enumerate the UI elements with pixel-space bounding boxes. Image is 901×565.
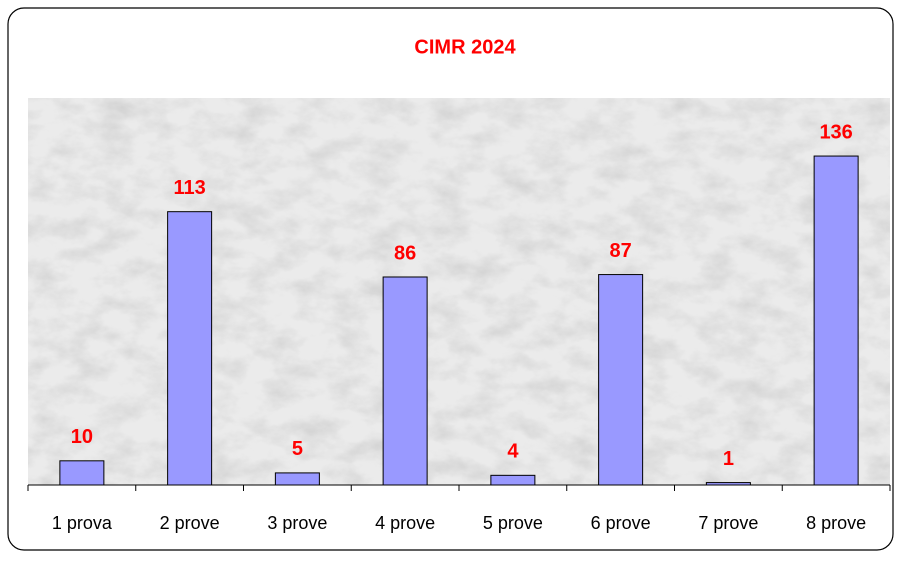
chart-title: CIMR 2024 <box>414 36 516 58</box>
bar <box>490 474 536 486</box>
x-tick-label: 3 prove <box>267 513 327 533</box>
value-label: 5 <box>292 438 303 460</box>
plot-texture <box>28 98 890 485</box>
x-tick-label: 7 prove <box>698 513 758 533</box>
x-tick-label: 6 prove <box>591 513 651 533</box>
value-label: 87 <box>610 240 632 262</box>
bar <box>274 472 320 486</box>
bar <box>705 482 751 486</box>
x-tick-label: 1 prova <box>52 513 113 533</box>
value-label: 113 <box>173 177 205 199</box>
bar <box>59 460 105 486</box>
bar <box>598 274 644 486</box>
bar <box>382 276 428 486</box>
x-tick-label: 8 prove <box>806 513 866 533</box>
value-label: 86 <box>394 242 416 264</box>
value-label: 4 <box>507 441 519 463</box>
x-tick-label: 2 prove <box>160 513 220 533</box>
value-label: 1 <box>723 448 734 470</box>
x-tick-label: 5 prove <box>483 513 543 533</box>
bar <box>813 155 859 486</box>
bar <box>167 211 213 486</box>
x-tick-label: 4 prove <box>375 513 435 533</box>
value-label: 136 <box>819 121 852 143</box>
value-label: 10 <box>71 426 93 448</box>
marks: 1 prova 10 2 prove 113 3 prove 5 4 prove 86 5 pr… <box>27 121 891 533</box>
